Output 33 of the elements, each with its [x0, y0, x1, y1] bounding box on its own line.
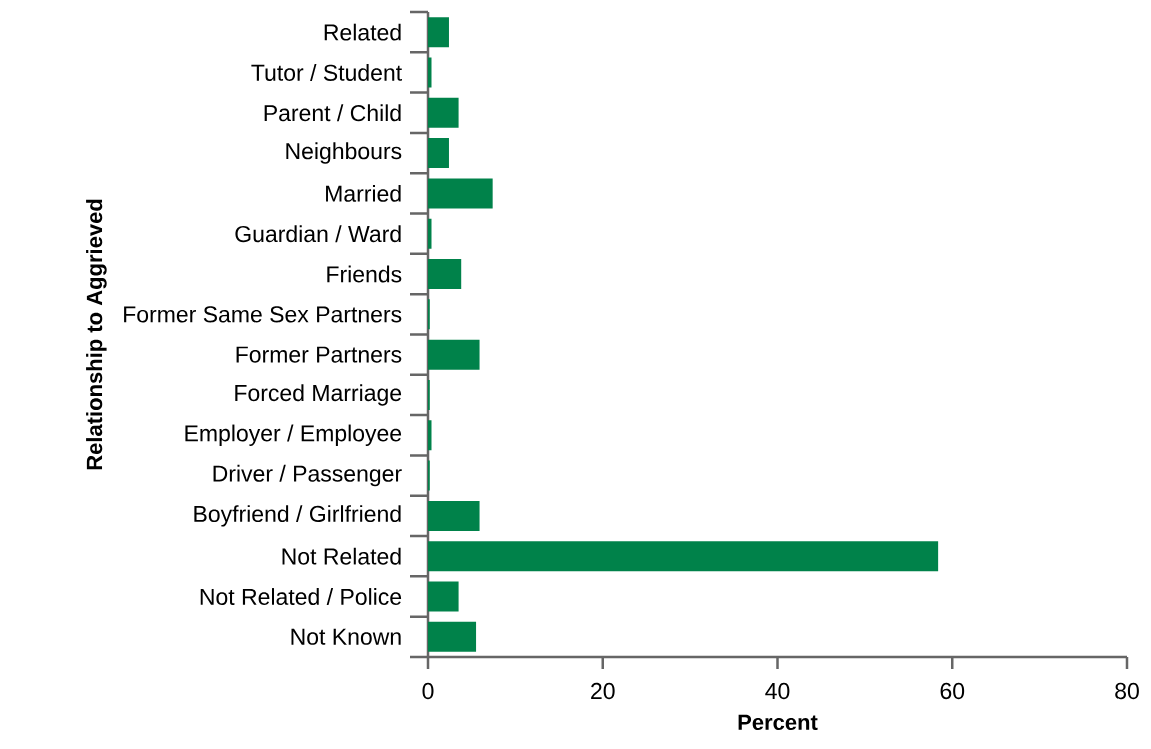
- y-tick-label: Former Same Sex Partners: [124, 306, 402, 323]
- bar: [428, 17, 449, 48]
- bar: [428, 339, 480, 370]
- y-tick-label: Not Related / Police: [200, 588, 402, 605]
- y-axis-title: Relationship to Aggrieved: [86, 199, 107, 470]
- y-tick-label: Employer / Employee: [185, 424, 402, 446]
- y-tick-label: Boyfriend / Girlfriend: [194, 505, 401, 527]
- y-tick-label: Forced Marriage: [235, 384, 402, 406]
- y-tick-label: Parent / Child: [264, 104, 401, 122]
- y-tick-label: Guardian / Ward: [235, 225, 401, 243]
- bar: [428, 541, 939, 572]
- y-tick-label: Former Partners: [236, 346, 402, 363]
- x-axis-title: Percent: [738, 714, 818, 731]
- y-tick-label: Related: [324, 23, 401, 41]
- bar: [428, 178, 493, 209]
- y-tick-label: Not Related: [282, 547, 401, 565]
- y-tick-label: Tutor / Student: [251, 64, 402, 81]
- y-tick-label: Friends: [327, 265, 402, 283]
- y-tick-label: Neighbours: [286, 142, 402, 164]
- x-tick-label: 40: [765, 682, 790, 700]
- y-tick-label: Married: [326, 184, 401, 202]
- bar: [428, 621, 477, 652]
- y-tick-label: Not Known: [291, 628, 401, 645]
- x-tick-label: 80: [1115, 682, 1139, 700]
- bar: [428, 259, 462, 290]
- y-tick-label: Driver / Passenger: [213, 464, 402, 487]
- x-tick-label: 60: [940, 682, 965, 700]
- bar: [428, 97, 459, 128]
- bar: [428, 138, 449, 169]
- x-tick-label: 0: [422, 682, 434, 700]
- bar: [428, 581, 459, 612]
- bar: [428, 500, 480, 531]
- x-tick-label: 20: [591, 682, 615, 700]
